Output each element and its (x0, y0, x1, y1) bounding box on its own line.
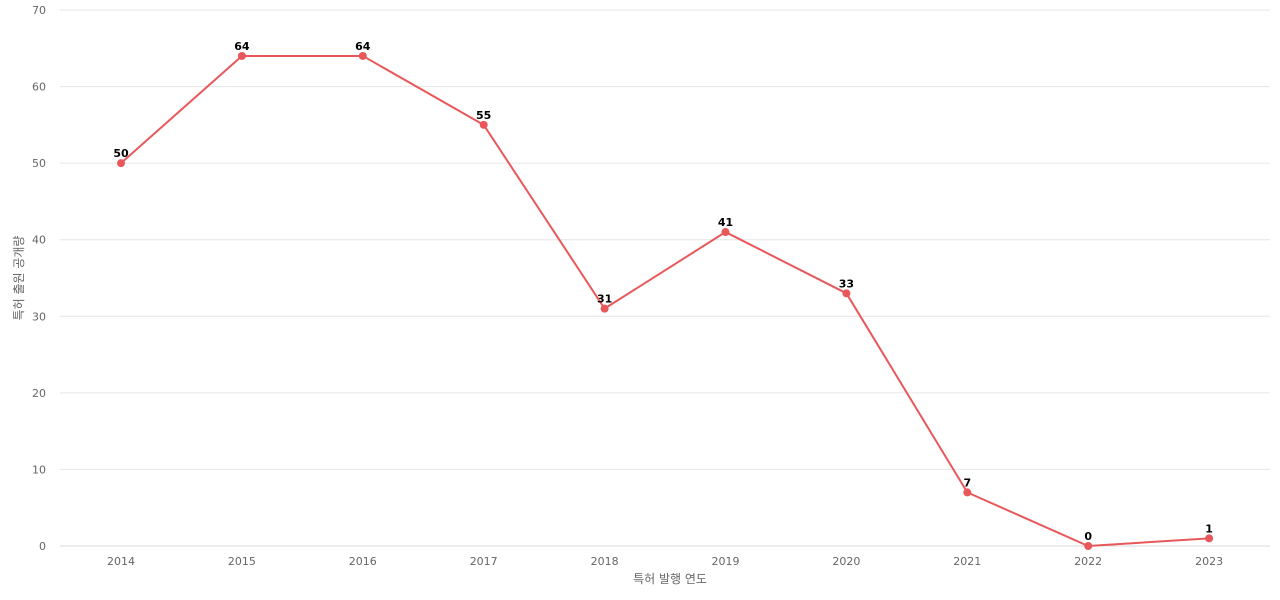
data-point[interactable] (842, 289, 851, 298)
data-point[interactable] (721, 228, 730, 237)
y-tick-label: 70 (32, 4, 46, 17)
data-labels: 50 64 64 55 31 41 33 7 0 1 (113, 40, 1213, 543)
x-tick-label: 2018 (591, 555, 619, 568)
data-point[interactable] (358, 51, 367, 60)
data-label: 7 (963, 476, 971, 489)
x-tick-label: 2021 (953, 555, 981, 568)
y-tick-label: 30 (32, 310, 46, 323)
data-label: 55 (476, 109, 491, 122)
y-tick-label: 20 (32, 387, 46, 400)
y-tick-label: 0 (39, 540, 46, 553)
y-tick-label: 60 (32, 81, 46, 94)
x-tick-label: 2022 (1074, 555, 1102, 568)
data-point[interactable] (963, 488, 972, 497)
x-tick-label: 2015 (228, 555, 256, 568)
data-point[interactable] (600, 304, 609, 313)
data-label: 33 (839, 277, 854, 290)
data-label: 50 (113, 147, 129, 160)
x-tick-label: 2020 (832, 555, 860, 568)
x-tick-label: 2016 (349, 555, 377, 568)
data-point[interactable] (479, 120, 488, 129)
data-points (117, 51, 1214, 550)
data-label: 1 (1205, 522, 1213, 535)
data-label: 31 (597, 293, 612, 306)
x-axis-ticks: 2014 2015 2016 2017 2018 2019 2020 2021 2022 2023 (107, 555, 1223, 568)
y-tick-label: 50 (32, 157, 46, 170)
data-label: 41 (718, 216, 733, 229)
data-point[interactable] (1205, 534, 1214, 543)
data-label: 64 (355, 40, 371, 53)
x-tick-label: 2023 (1195, 555, 1223, 568)
x-tick-label: 2014 (107, 555, 135, 568)
data-label: 0 (1084, 530, 1092, 543)
x-tick-label: 2017 (470, 555, 498, 568)
x-tick-label: 2019 (712, 555, 740, 568)
data-point[interactable] (237, 51, 246, 60)
x-axis-title: 특허 발행 연도 (633, 571, 707, 586)
y-tick-label: 40 (32, 234, 46, 247)
series-line (120, 54, 1210, 548)
y-axis-title: 특허 출원 공개량 (12, 236, 26, 321)
data-label: 64 (234, 40, 250, 53)
y-axis-ticks: 0 10 20 30 40 50 60 70 (32, 4, 46, 553)
data-point[interactable] (1084, 542, 1093, 550)
data-point[interactable] (117, 159, 125, 168)
grid-layer (60, 9, 1270, 547)
y-tick-label: 10 (32, 463, 46, 476)
